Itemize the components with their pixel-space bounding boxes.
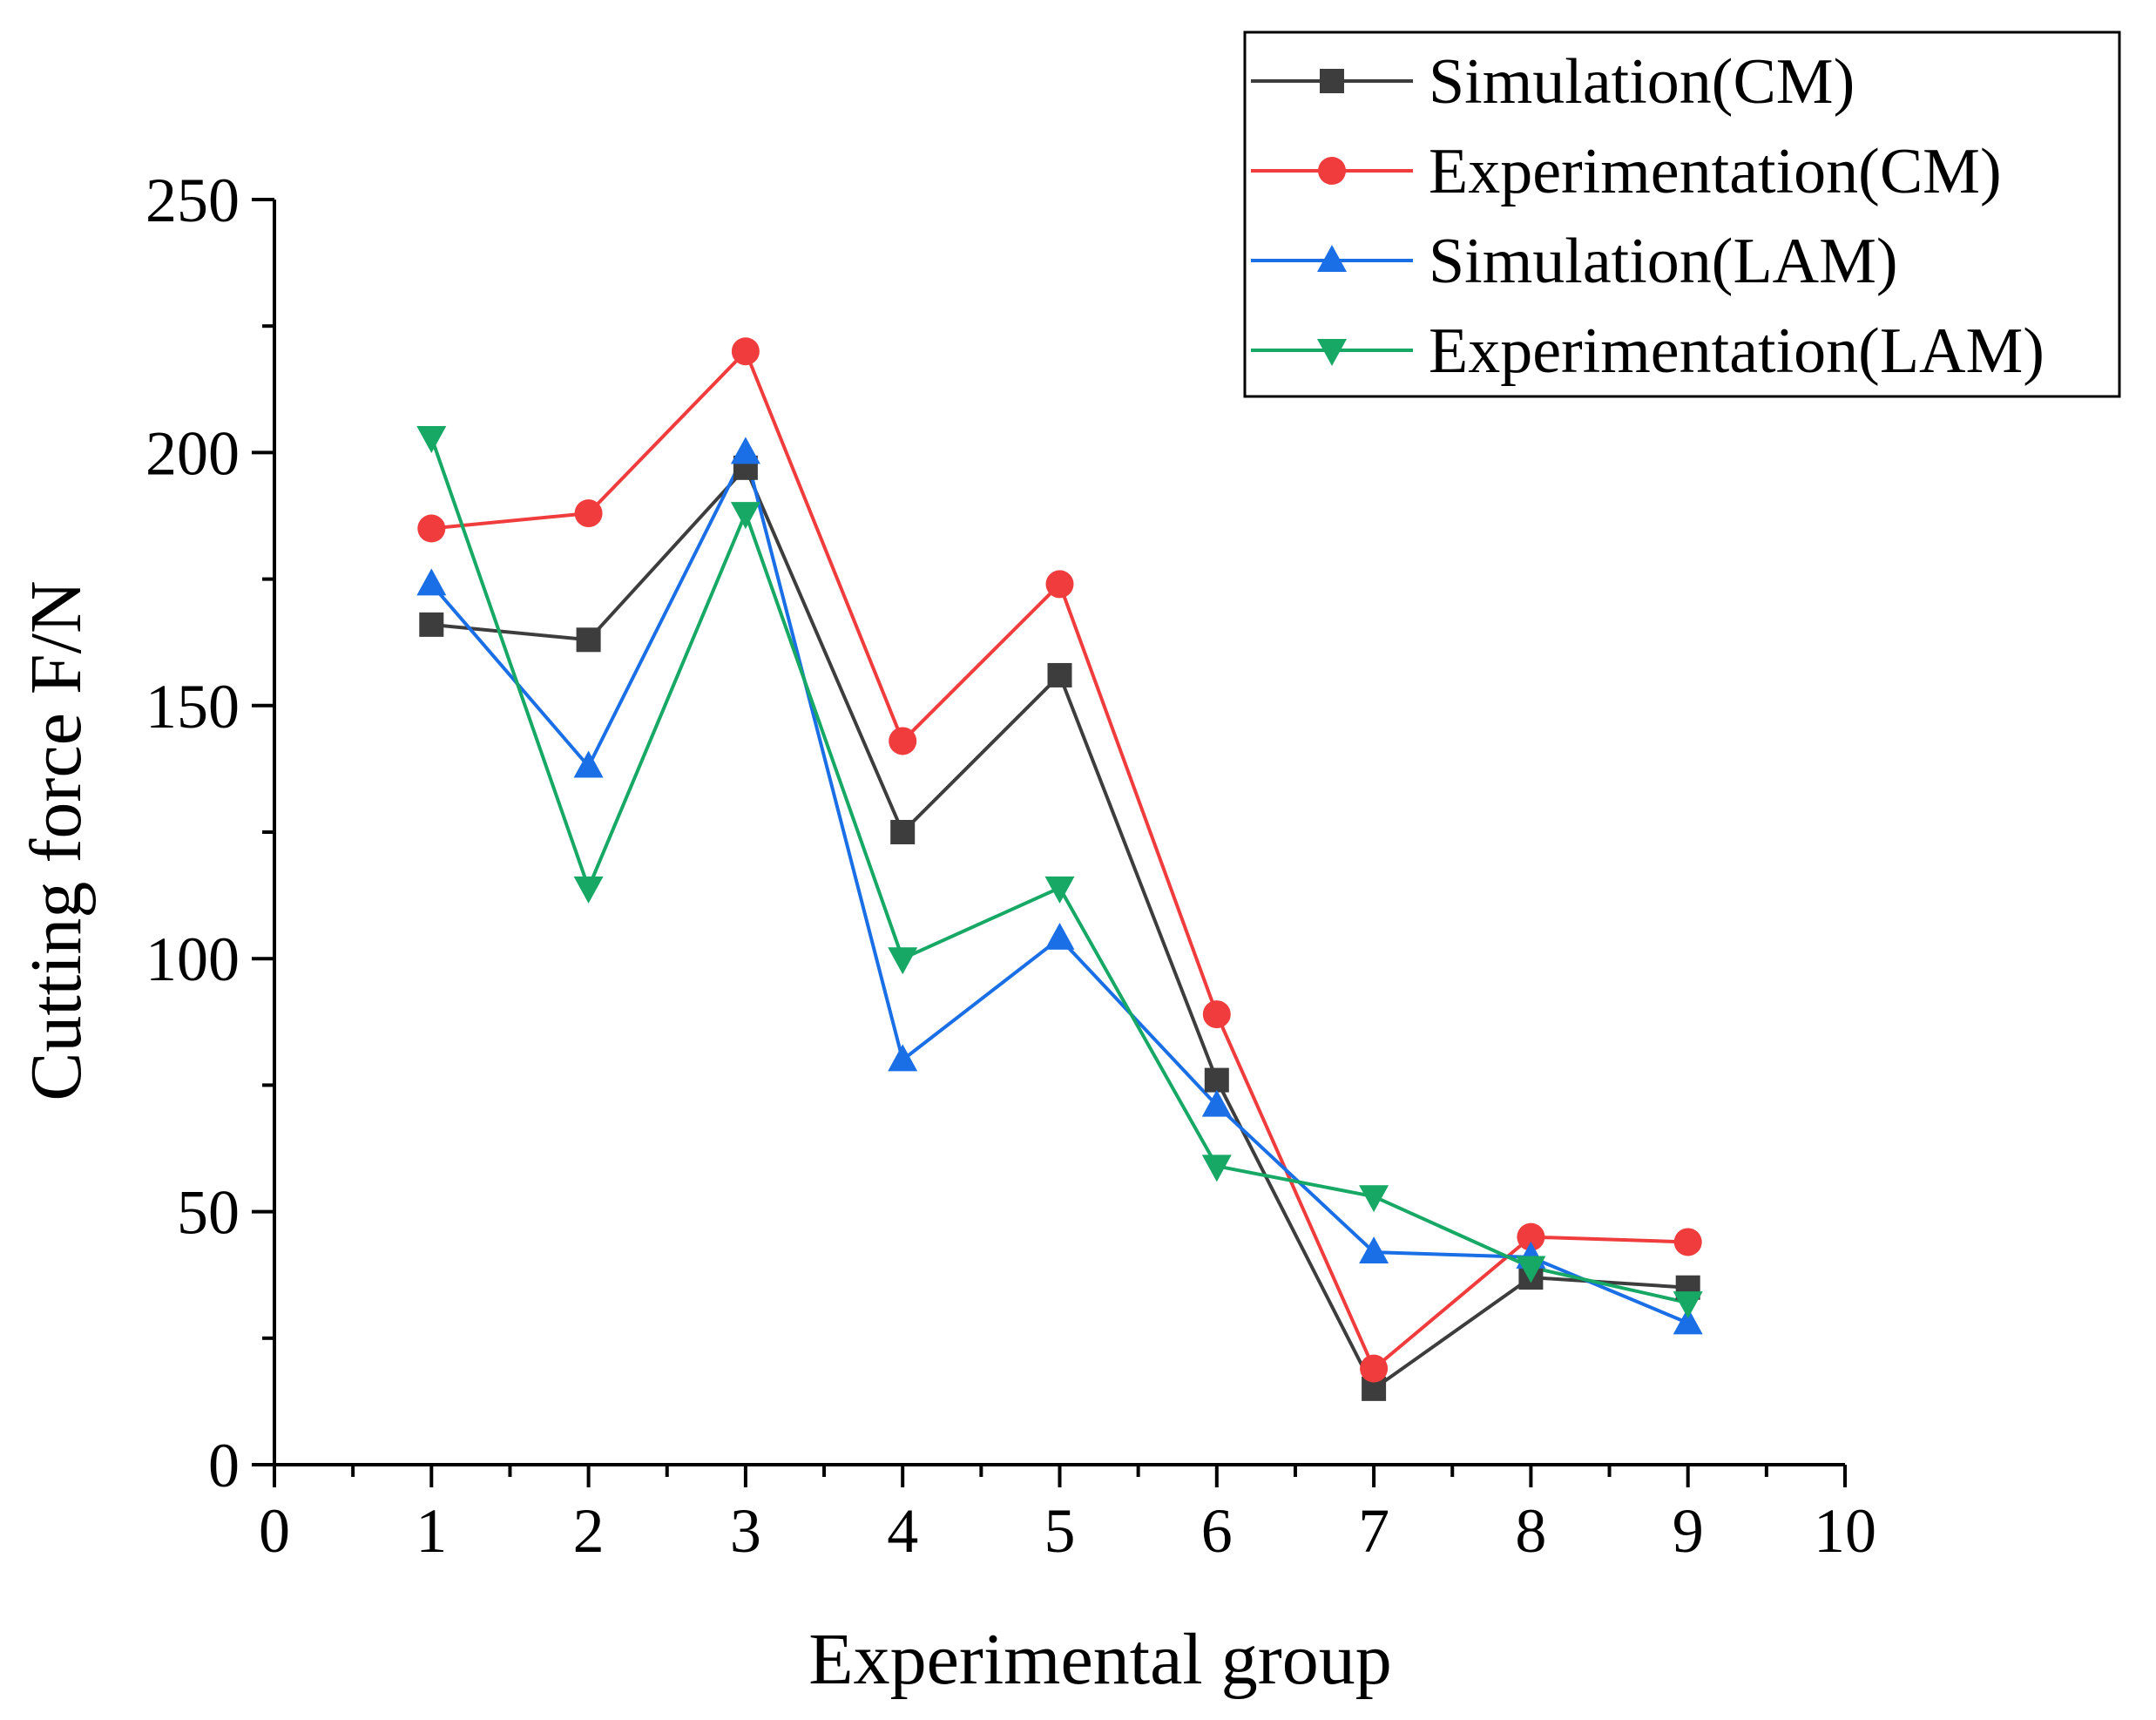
data-point-series-2 xyxy=(889,727,917,755)
legend: Simulation(CM) Experimentation(CM) Simulat… xyxy=(1243,30,2121,398)
x-tick-label: 7 xyxy=(1358,1496,1389,1566)
data-point-series-4 xyxy=(1516,1256,1546,1283)
data-point-series-3 xyxy=(888,1044,918,1072)
data-point-series-1 xyxy=(419,612,444,637)
data-point-series-4 xyxy=(416,426,447,453)
data-point-series-4 xyxy=(1044,876,1075,904)
legend-marker-3 xyxy=(1317,245,1347,272)
data-point-series-3 xyxy=(1044,922,1075,950)
data-point-series-2 xyxy=(731,337,760,366)
legend-label-3: Simulation(LAM) xyxy=(1429,226,1898,297)
y-tick-label: 200 xyxy=(145,418,240,488)
series-layer xyxy=(429,349,1689,1391)
y-axis-title: Cutting force F/N xyxy=(16,580,97,1100)
data-point-series-3 xyxy=(1673,1307,1703,1335)
data-point-series-4 xyxy=(573,876,604,904)
x-tick-label: 0 xyxy=(259,1496,290,1566)
legend-frame xyxy=(1243,30,2121,398)
data-point-series-3 xyxy=(573,750,604,778)
x-tick-label: 10 xyxy=(1814,1496,1876,1566)
legend-label-4: Experimentation(LAM) xyxy=(1429,315,2044,387)
x-tick-label: 8 xyxy=(1515,1496,1546,1566)
data-point-series-3 xyxy=(730,437,760,464)
x-axis-title: Experimental group xyxy=(808,1619,1391,1700)
y-tick-label: 50 xyxy=(177,1178,240,1248)
y-tick-label: 0 xyxy=(208,1431,240,1500)
series-line-2 xyxy=(431,349,1688,1371)
data-point-series-3 xyxy=(416,568,447,596)
data-point-series-1 xyxy=(1047,662,1072,687)
data-point-series-4 xyxy=(1673,1291,1703,1319)
data-point-series-2 xyxy=(1673,1228,1702,1256)
data-point-series-2 xyxy=(1045,570,1074,599)
data-point-series-3 xyxy=(1359,1236,1389,1264)
data-point-series-2 xyxy=(1517,1222,1545,1251)
data-point-series-4 xyxy=(1359,1185,1389,1213)
legend-marker-2 xyxy=(1318,157,1346,185)
data-point-series-1 xyxy=(1204,1067,1229,1093)
legend-label-1: Simulation(CM) xyxy=(1429,46,1855,118)
x-tick-label: 3 xyxy=(730,1496,761,1566)
data-point-series-2 xyxy=(574,499,603,528)
legend-label-2: Experimentation(CM) xyxy=(1429,136,2002,207)
x-tick-label: 6 xyxy=(1201,1496,1233,1566)
y-tick-label: 100 xyxy=(145,924,240,994)
x-tick-label: 2 xyxy=(573,1496,605,1566)
data-point-series-1 xyxy=(890,820,916,844)
y-tick-label: 250 xyxy=(145,166,240,235)
data-point-series-1 xyxy=(576,627,601,653)
data-point-series-2 xyxy=(1202,1000,1231,1029)
data-point-series-4 xyxy=(888,947,918,975)
x-tick-label: 4 xyxy=(887,1496,918,1566)
series-line-4 xyxy=(429,437,1689,1305)
marker-layer xyxy=(416,337,1703,1401)
y-tick-label: 150 xyxy=(145,672,240,741)
data-point-series-2 xyxy=(417,514,446,543)
data-point-series-2 xyxy=(1360,1354,1389,1383)
data-point-series-3 xyxy=(1201,1089,1232,1117)
legend-marker-4 xyxy=(1317,339,1347,366)
x-tick-label: 1 xyxy=(416,1496,447,1566)
x-tick-label: 9 xyxy=(1673,1496,1704,1566)
x-tick-label: 5 xyxy=(1044,1496,1076,1566)
data-point-series-4 xyxy=(730,502,760,530)
data-point-series-4 xyxy=(1201,1155,1232,1182)
legend-marker-1 xyxy=(1320,69,1344,93)
